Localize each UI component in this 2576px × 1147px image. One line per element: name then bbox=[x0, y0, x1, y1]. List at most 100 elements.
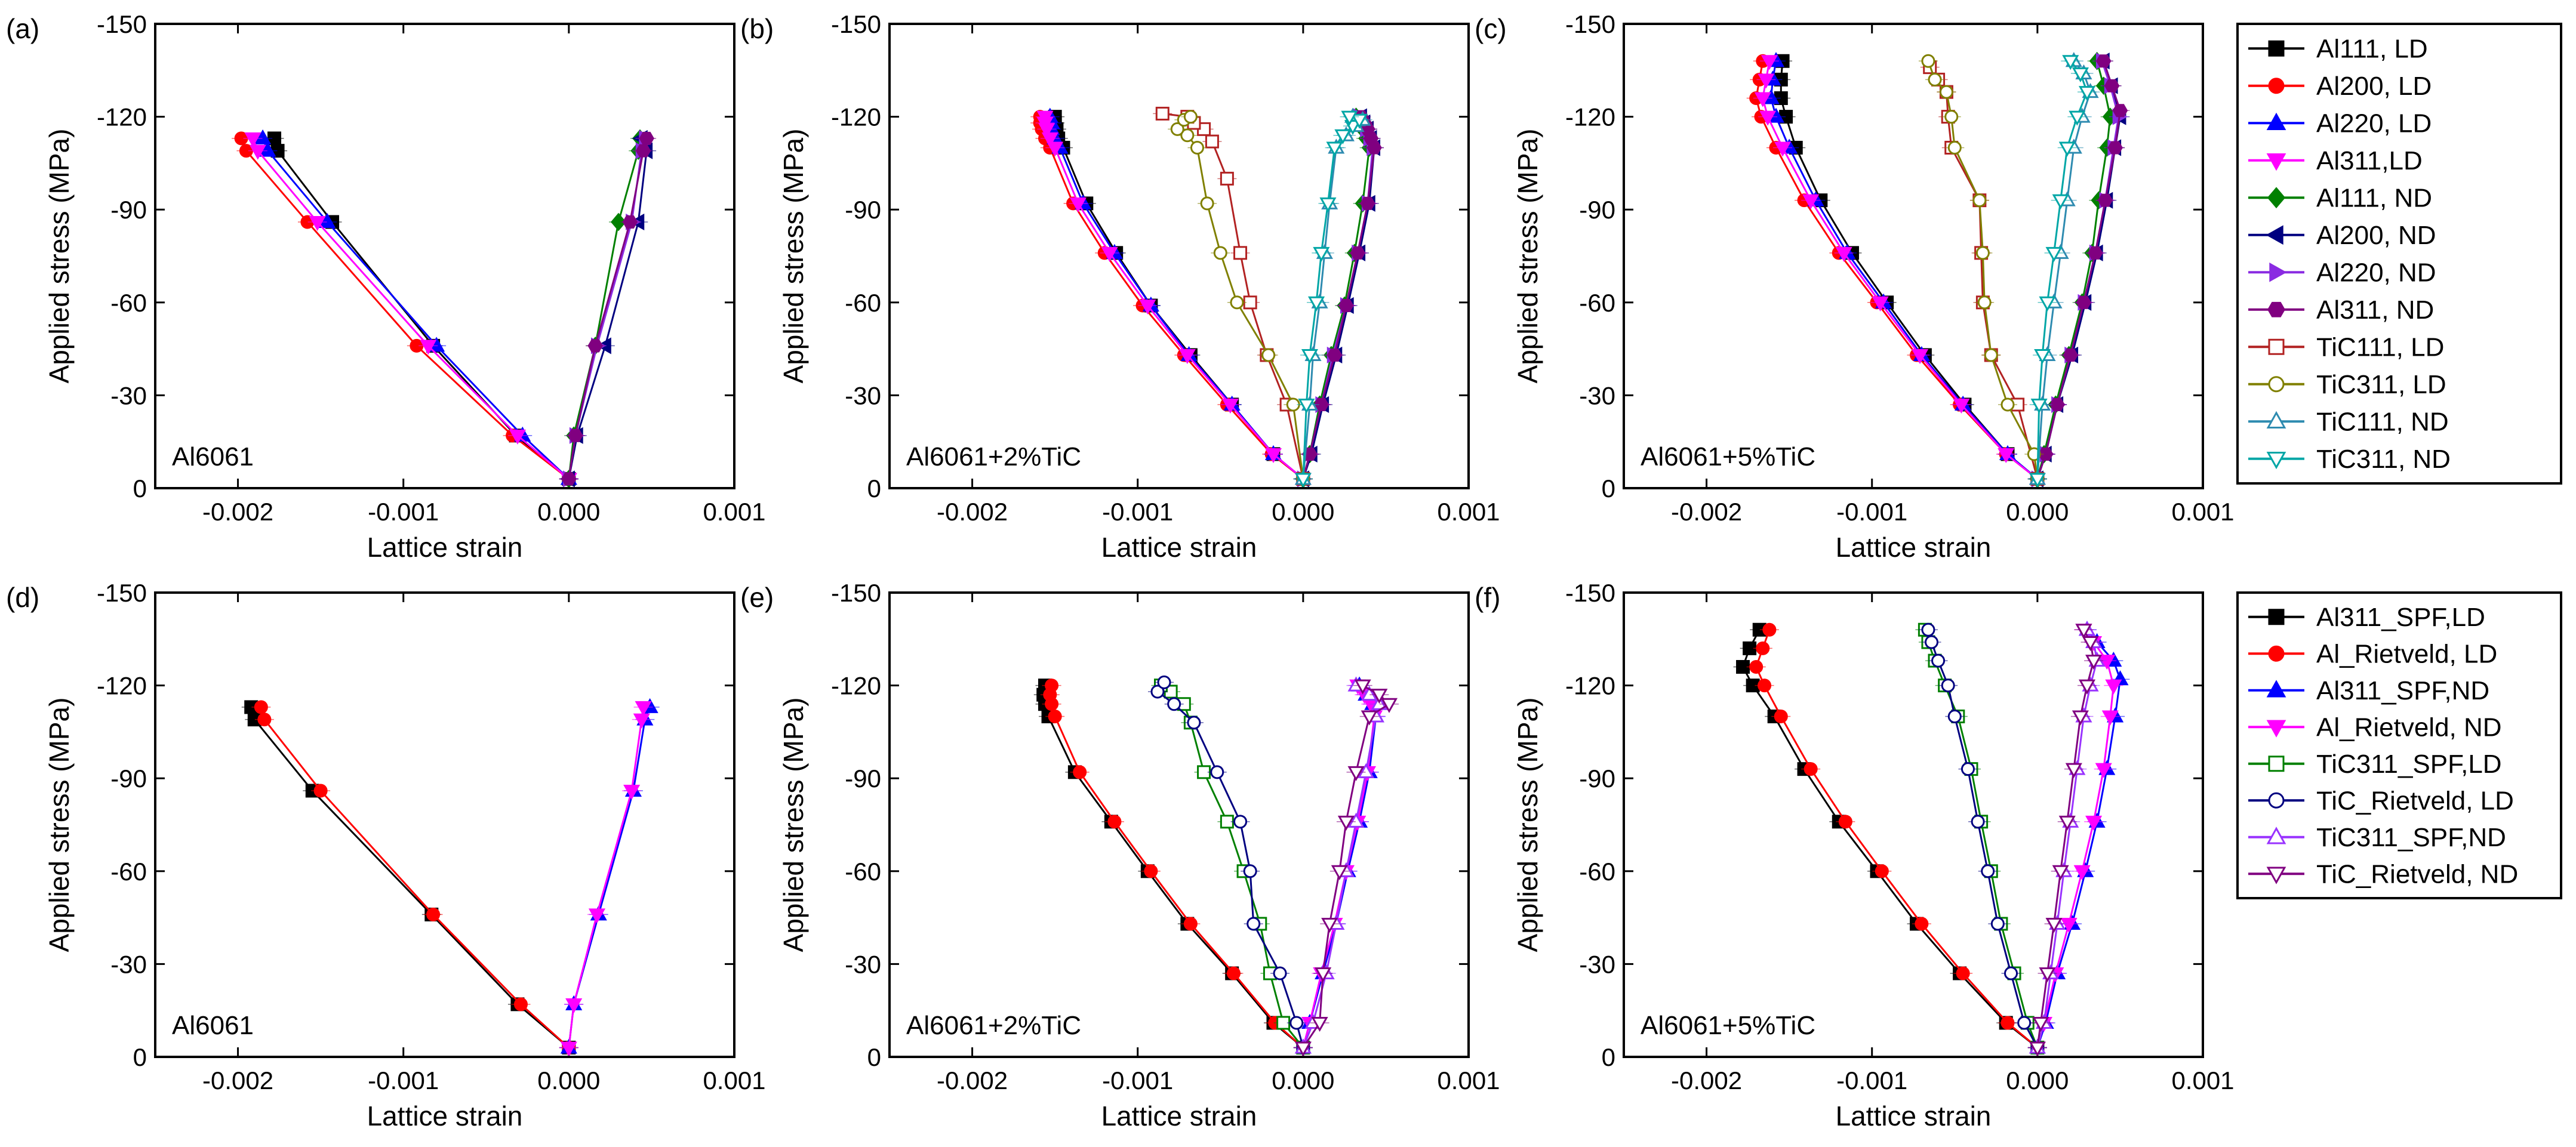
legend-label: TiC_Rietveld, LD bbox=[2316, 786, 2514, 815]
data-point bbox=[1361, 710, 1378, 726]
plot-frame bbox=[1623, 23, 2204, 489]
data-point bbox=[2034, 349, 2051, 365]
series-group bbox=[1733, 621, 2130, 1057]
data-point bbox=[1326, 141, 1343, 157]
legend-label: Al311_SPF,ND bbox=[2316, 676, 2489, 705]
legend-label: Al111, ND bbox=[2316, 183, 2432, 212]
x-axis-title: Lattice strain bbox=[1836, 532, 1992, 563]
data-point bbox=[2076, 295, 2092, 309]
legend-label: TiC311_SPF,LD bbox=[2316, 750, 2502, 779]
data-point bbox=[2052, 194, 2069, 209]
plot-frame bbox=[1623, 591, 2204, 1058]
data-point bbox=[1347, 766, 1365, 781]
data-point bbox=[257, 713, 272, 727]
data-point bbox=[2075, 624, 2092, 639]
x-axis-title: Lattice strain bbox=[367, 1100, 523, 1131]
x-tick-label: 0.000 bbox=[2006, 498, 2069, 526]
x-tick-label: -0.002 bbox=[202, 498, 273, 526]
data-point bbox=[1928, 72, 1942, 87]
data-point bbox=[587, 339, 603, 353]
panel-label: (e) bbox=[740, 582, 774, 613]
data-point bbox=[1931, 653, 1946, 668]
data-point bbox=[1761, 55, 1778, 70]
series-TiC_Rietveld_ND bbox=[1293, 679, 1399, 1057]
x-tick-label: -0.002 bbox=[202, 1066, 273, 1094]
y-axis-title: Applied stress (MPa) bbox=[778, 698, 809, 952]
legend-item: Al220, LD bbox=[2248, 109, 2432, 138]
y-tick-label: -60 bbox=[1579, 289, 1615, 317]
legend-marker bbox=[2266, 112, 2286, 130]
legend-item: TiC311, ND bbox=[2248, 445, 2451, 474]
x-tick-label: 0.001 bbox=[1437, 498, 1500, 526]
y-tick-label: -120 bbox=[1565, 103, 1615, 131]
data-point bbox=[1947, 709, 1962, 723]
y-tick-label: -60 bbox=[110, 289, 147, 317]
data-point bbox=[2072, 67, 2089, 83]
chart-panel-f: (f) -0.002 -0.001 0.000 0.001 0 -30 -60 -90 -120 -… bbox=[1475, 579, 2235, 1131]
data-point bbox=[259, 141, 276, 157]
legend-item: Al200, LD bbox=[2248, 72, 2432, 101]
legend-marker bbox=[2268, 78, 2285, 94]
y-tick-label: -90 bbox=[110, 196, 147, 224]
y-tick-label: -150 bbox=[1565, 10, 1615, 38]
legend-label: TiC311, LD bbox=[2316, 370, 2446, 399]
data-point bbox=[2004, 966, 2018, 980]
data-point bbox=[2039, 296, 2056, 312]
data-point bbox=[249, 144, 266, 160]
y-tick-label: -150 bbox=[831, 579, 881, 607]
x-axis-title: Lattice strain bbox=[1836, 1100, 1992, 1131]
legend-marker bbox=[2266, 153, 2286, 171]
data-point bbox=[623, 784, 641, 800]
data-point bbox=[1944, 110, 1959, 124]
data-point bbox=[1190, 140, 1204, 155]
data-point bbox=[2052, 865, 2069, 880]
data-point bbox=[1233, 815, 1248, 829]
y-axis-title: Applied stress (MPa) bbox=[44, 129, 75, 384]
legend-frame bbox=[2236, 23, 2562, 485]
data-point bbox=[1307, 296, 1325, 312]
data-point bbox=[611, 212, 626, 232]
data-point bbox=[1178, 349, 1196, 365]
legends: Al111, LD Al200, LD Al220, LD Al311,LD Al111… bbox=[2236, 23, 2562, 899]
data-point bbox=[1294, 1041, 1312, 1057]
y-tick-label: 0 bbox=[133, 474, 147, 502]
data-point bbox=[1170, 122, 1184, 136]
data-point bbox=[2001, 397, 2015, 412]
legend-marker bbox=[2267, 187, 2286, 209]
series-group bbox=[1746, 51, 2130, 488]
series-Al311_LD bbox=[1035, 110, 1313, 488]
y-axis-title: Applied stress (MPa) bbox=[778, 129, 809, 384]
legend-item: Al311_SPF,ND bbox=[2248, 676, 2489, 705]
legend-marker bbox=[2267, 301, 2285, 317]
series-Rietveld_LD bbox=[251, 700, 578, 1054]
y-tick-label: 0 bbox=[133, 1043, 147, 1071]
x-tick-label: -0.001 bbox=[368, 498, 439, 526]
y-tick-label: 0 bbox=[1602, 474, 1615, 502]
data-point bbox=[1350, 246, 1366, 260]
y-tick-label: -90 bbox=[110, 764, 147, 793]
data-point bbox=[1360, 196, 1375, 210]
data-point bbox=[2065, 763, 2082, 778]
y-tick-label: -30 bbox=[845, 381, 881, 409]
panel-label: (b) bbox=[740, 13, 774, 44]
series-group bbox=[1030, 106, 1384, 488]
data-point bbox=[1977, 295, 1992, 310]
data-point bbox=[1220, 171, 1234, 186]
data-point bbox=[2078, 679, 2096, 695]
data-point bbox=[1334, 129, 1352, 144]
x-tick-label: 0.001 bbox=[2171, 498, 2234, 526]
y-axis-title: Applied stress (MPa) bbox=[44, 698, 75, 952]
data-point bbox=[1327, 348, 1343, 362]
legend-label: Al_Rietveld, LD bbox=[2316, 639, 2497, 668]
y-tick-label: -120 bbox=[97, 103, 147, 131]
data-point bbox=[509, 429, 527, 445]
data-point bbox=[622, 215, 638, 229]
data-point bbox=[1990, 917, 2005, 931]
sample-annotation: Al6061 bbox=[172, 1011, 254, 1040]
data-point bbox=[244, 132, 261, 147]
data-point bbox=[1941, 679, 1955, 693]
x-tick-label: -0.002 bbox=[937, 498, 1008, 526]
chart-panel-c: (c) -0.002 -0.001 0.000 0.001 0 -30 -60 -90 -120 -… bbox=[1475, 10, 2235, 563]
data-point bbox=[1998, 448, 2015, 464]
legend-item: TiC311, LD bbox=[2248, 370, 2446, 399]
